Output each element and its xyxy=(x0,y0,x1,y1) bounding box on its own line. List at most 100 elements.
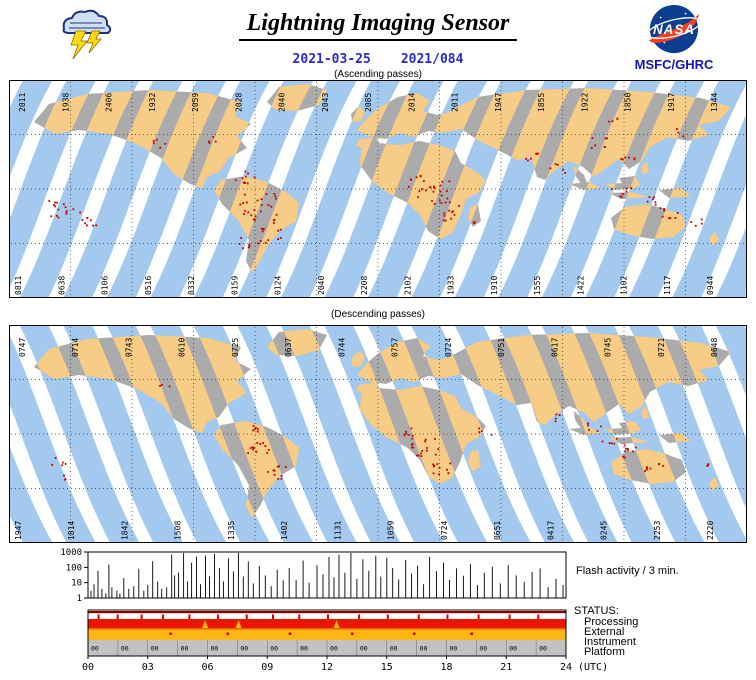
svg-text:0724: 0724 xyxy=(440,521,449,540)
storm-cloud-icon xyxy=(56,5,114,63)
svg-text:0745: 0745 xyxy=(604,338,613,357)
svg-text:2011: 2011 xyxy=(18,93,27,112)
svg-text:1335: 1335 xyxy=(227,521,236,540)
svg-text:0245: 0245 xyxy=(600,521,609,540)
svg-text:(UTC): (UTC) xyxy=(578,662,608,673)
svg-text:1131: 1131 xyxy=(333,521,342,540)
svg-text:2011: 2011 xyxy=(451,93,460,112)
svg-text:2059: 2059 xyxy=(191,93,200,112)
svg-text:0714: 0714 xyxy=(71,338,80,357)
ascending-caption: (Ascending passes) xyxy=(334,69,422,80)
svg-text:1059: 1059 xyxy=(387,521,396,540)
svg-text:1842: 1842 xyxy=(120,521,129,540)
svg-text:1117: 1117 xyxy=(663,276,672,295)
svg-text:00: 00 xyxy=(300,645,308,653)
svg-text:10: 10 xyxy=(71,579,82,589)
svg-text:1422: 1422 xyxy=(576,276,585,295)
svg-text:0610: 0610 xyxy=(178,338,187,357)
svg-text:12: 12 xyxy=(321,662,333,673)
date-doy: 2021/084 xyxy=(400,52,464,67)
svg-text:0721: 0721 xyxy=(657,338,666,357)
svg-text:Processing: Processing xyxy=(584,616,638,628)
svg-text:00: 00 xyxy=(181,645,189,653)
svg-text:0417: 0417 xyxy=(546,521,555,540)
svg-text:24: 24 xyxy=(560,662,572,673)
svg-text:00: 00 xyxy=(420,645,428,653)
svg-text:1922: 1922 xyxy=(580,93,589,112)
svg-text:1932: 1932 xyxy=(148,93,157,112)
svg-text:00: 00 xyxy=(240,645,248,653)
svg-text:0724: 0724 xyxy=(444,338,453,357)
svg-text:2208: 2208 xyxy=(360,276,369,295)
svg-text:1933: 1933 xyxy=(447,276,456,295)
svg-text:2253: 2253 xyxy=(653,521,662,540)
svg-text:1402: 1402 xyxy=(280,521,289,540)
org-label: MSFC/GHRC xyxy=(634,57,714,72)
flash-activity-and-status-panel: 1000 100 10 1 Flash activity / 3 min. 00 00 00 0… xyxy=(0,548,756,680)
svg-text:0725: 0725 xyxy=(231,338,240,357)
svg-text:21: 21 xyxy=(500,662,512,673)
svg-text:Platform: Platform xyxy=(584,646,625,658)
svg-text:1814: 1814 xyxy=(67,521,76,540)
svg-text:03: 03 xyxy=(142,662,154,673)
svg-text:00: 00 xyxy=(211,645,219,653)
svg-text:1000: 1000 xyxy=(60,548,82,558)
svg-text:0944: 0944 xyxy=(706,276,715,295)
svg-text:1855: 1855 xyxy=(537,93,546,112)
svg-text:09: 09 xyxy=(261,662,273,673)
svg-text:0617: 0617 xyxy=(550,338,559,357)
svg-text:15: 15 xyxy=(381,662,393,673)
svg-text:0747: 0747 xyxy=(18,338,27,357)
svg-text:2043: 2043 xyxy=(321,93,330,112)
svg-text:0744: 0744 xyxy=(337,338,346,357)
svg-text:00: 00 xyxy=(151,645,159,653)
svg-text:Flash activity / 3 min.: Flash activity / 3 min. xyxy=(576,565,679,577)
svg-text:0159: 0159 xyxy=(230,276,239,295)
svg-text:1850: 1850 xyxy=(624,93,633,112)
svg-text:1938: 1938 xyxy=(61,93,70,112)
svg-text:1947: 1947 xyxy=(14,521,23,540)
svg-text:1947: 1947 xyxy=(494,93,503,112)
descending-caption: (Descending passes) xyxy=(331,309,425,320)
svg-text:1508: 1508 xyxy=(174,521,183,540)
svg-text:00: 00 xyxy=(121,645,129,653)
svg-text:0757: 0757 xyxy=(391,338,400,357)
svg-text:00: 00 xyxy=(450,645,458,653)
svg-text:External: External xyxy=(584,626,624,638)
svg-text:00: 00 xyxy=(360,645,368,653)
svg-text:0651: 0651 xyxy=(493,521,502,540)
svg-text:1: 1 xyxy=(77,594,82,604)
svg-text:1917: 1917 xyxy=(667,93,676,112)
svg-text:2102: 2102 xyxy=(403,276,412,295)
svg-text:2406: 2406 xyxy=(105,93,114,112)
svg-text:2014: 2014 xyxy=(407,93,416,112)
svg-text:0648: 0648 xyxy=(710,338,719,357)
svg-text:06: 06 xyxy=(201,662,213,673)
svg-text:00: 00 xyxy=(390,645,398,653)
svg-text:1910: 1910 xyxy=(490,276,499,295)
descending-passes-map: 0747 0714 0743 0610 0725 0637 0744 0757 0724 0751… xyxy=(9,325,747,543)
date-iso: 2021-03-25 xyxy=(292,52,371,67)
svg-text:2040: 2040 xyxy=(317,276,326,295)
svg-text:00: 00 xyxy=(539,645,547,653)
svg-text:00: 00 xyxy=(91,645,99,653)
svg-text:0638: 0638 xyxy=(57,276,66,295)
svg-text:2220: 2220 xyxy=(706,521,715,540)
nasa-logo-icon: NASA xyxy=(647,4,701,54)
svg-text:18: 18 xyxy=(440,662,452,673)
page-title: Lightning Imaging Sensor xyxy=(0,10,756,41)
svg-text:0743: 0743 xyxy=(124,338,133,357)
ascending-passes-map: 2011 1938 2406 1932 2059 2028 2040 2043 2085 2014… xyxy=(9,80,747,298)
svg-text:00: 00 xyxy=(479,645,487,653)
nasa-block: NASA MSFC/GHRC xyxy=(628,4,720,72)
svg-text:0516: 0516 xyxy=(144,276,153,295)
svg-text:0637: 0637 xyxy=(284,338,293,357)
date-row: 2021-03-25 2021/084 xyxy=(0,52,756,67)
page-title-text: Lightning Imaging Sensor xyxy=(238,10,518,41)
svg-text:Instrument: Instrument xyxy=(584,636,636,648)
svg-text:1102: 1102 xyxy=(620,276,629,295)
svg-text:1344: 1344 xyxy=(710,93,719,112)
svg-text:100: 100 xyxy=(66,563,82,573)
svg-text:0124: 0124 xyxy=(274,276,283,295)
